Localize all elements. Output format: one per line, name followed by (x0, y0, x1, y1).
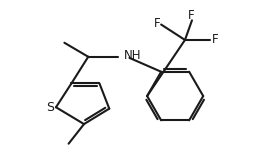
Text: NH: NH (124, 49, 141, 62)
Text: S: S (46, 101, 54, 114)
Text: F: F (212, 33, 219, 46)
Text: F: F (154, 17, 160, 30)
Text: F: F (188, 9, 195, 22)
